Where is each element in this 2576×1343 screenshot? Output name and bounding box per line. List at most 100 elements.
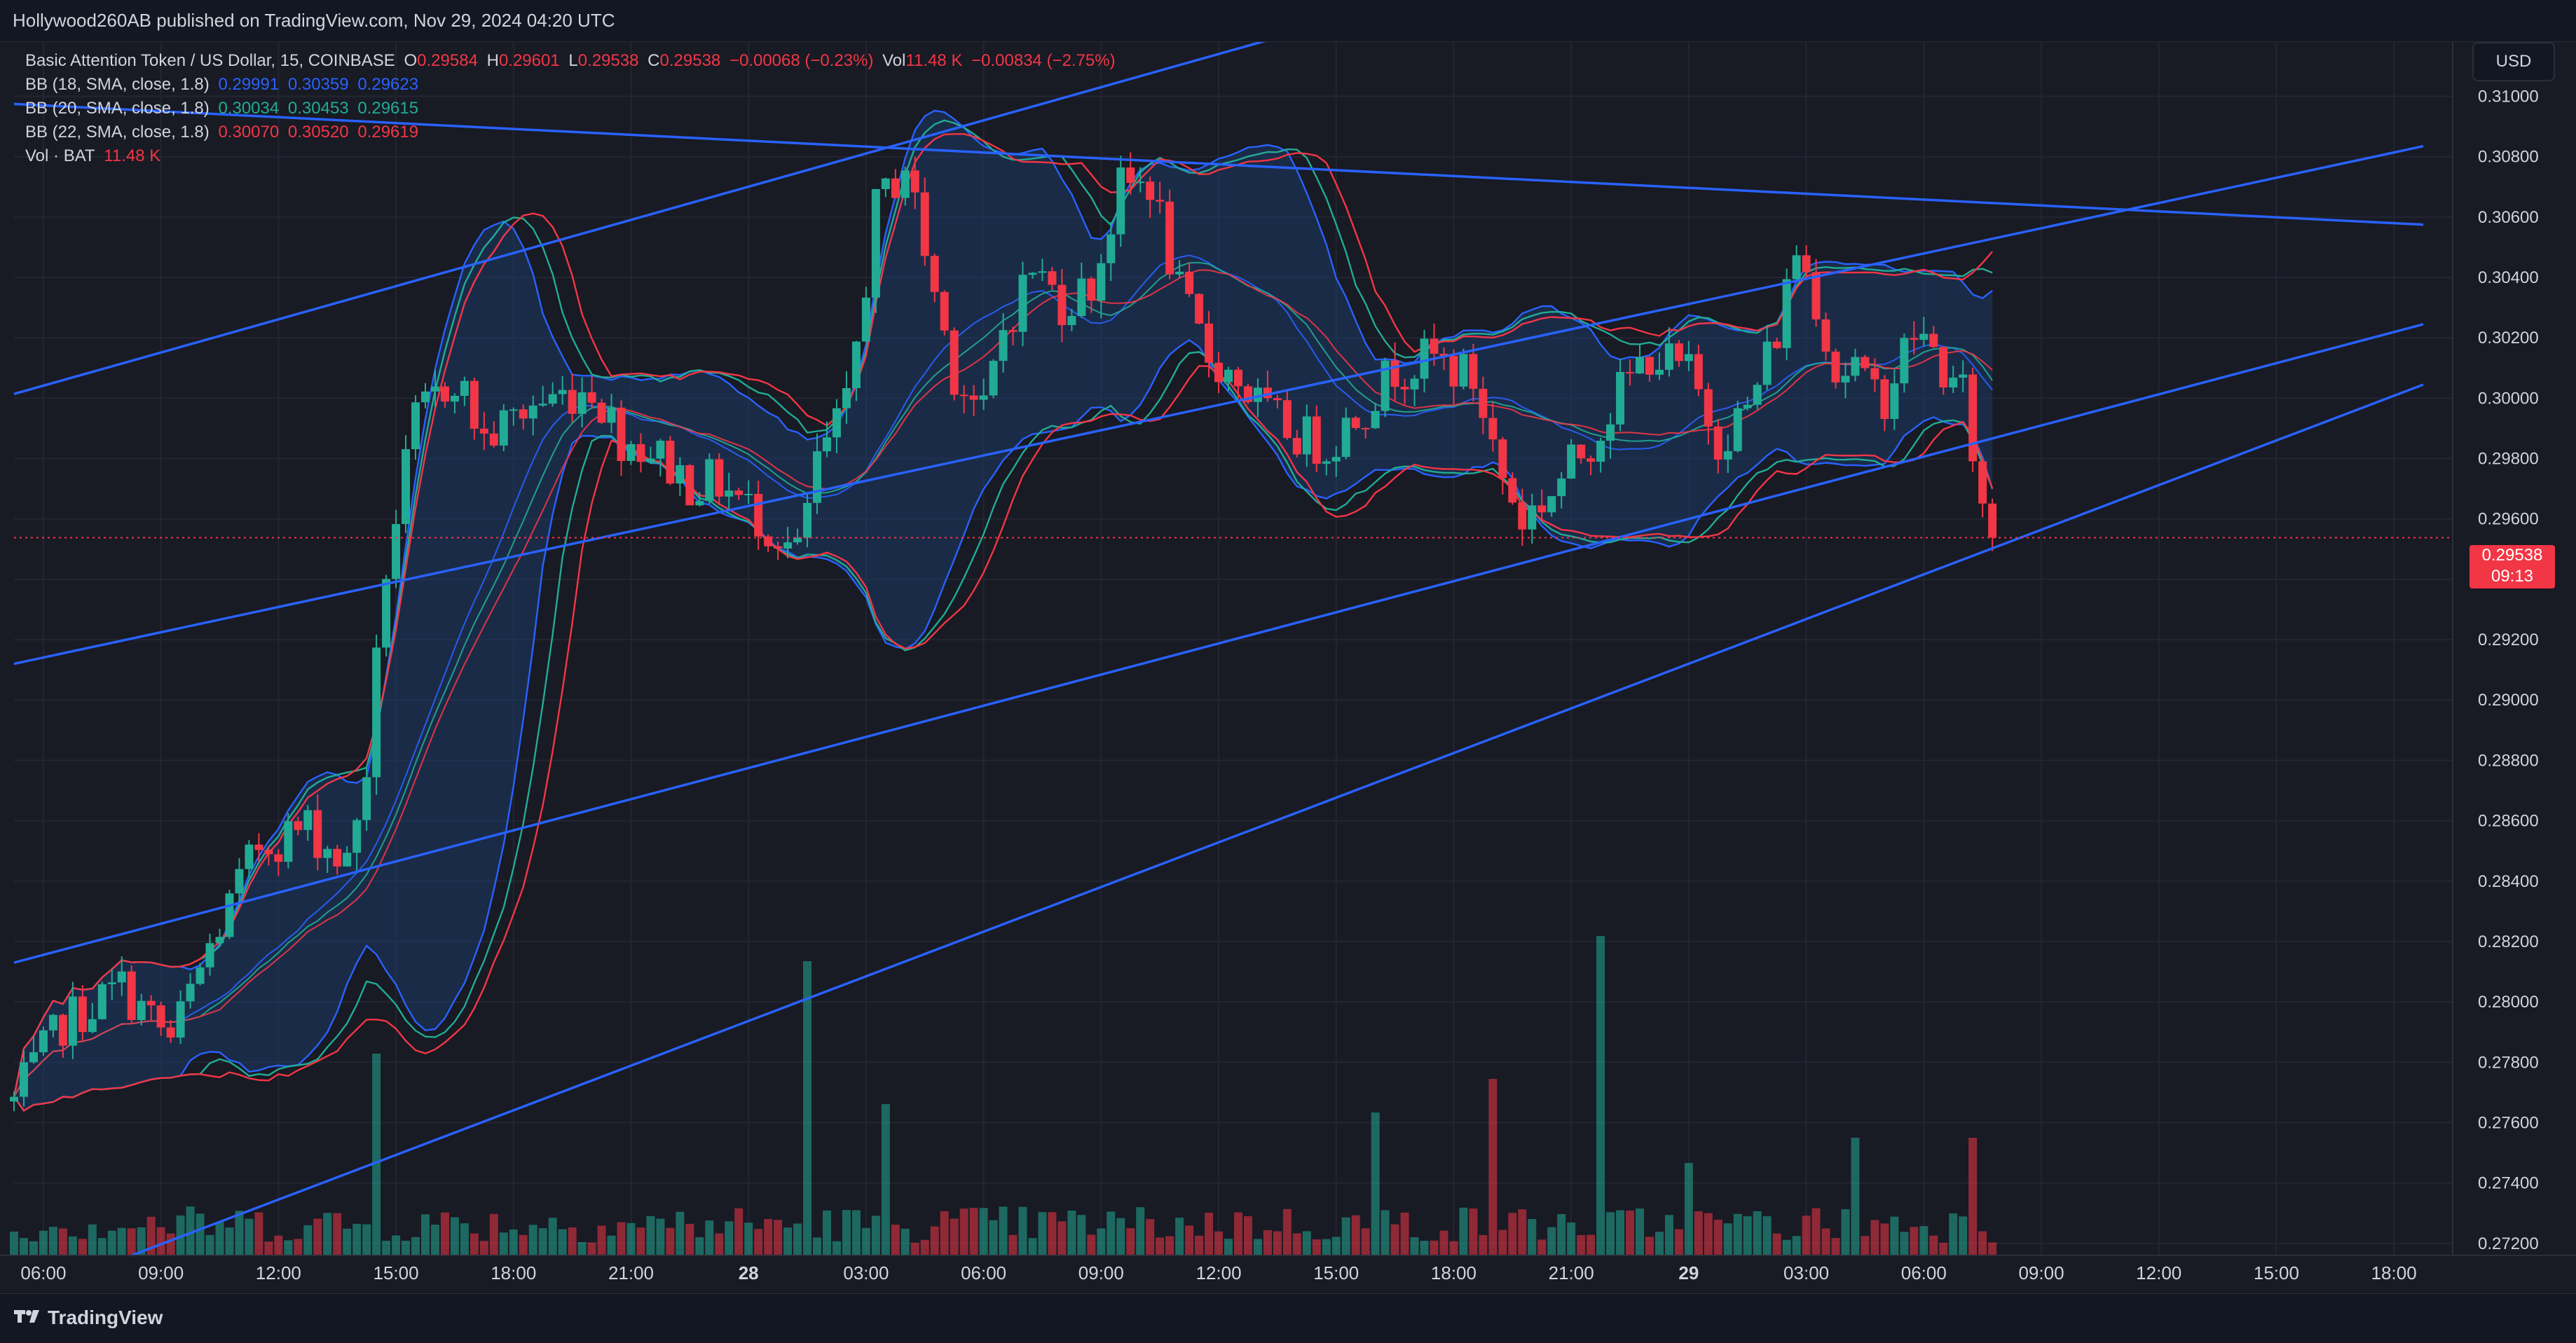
volume-bar	[39, 1230, 48, 1255]
candle-body	[1439, 353, 1448, 357]
volume-bar	[823, 1210, 831, 1255]
footer: TradingView	[0, 1293, 2576, 1343]
candle-body	[1205, 323, 1214, 363]
legend-bb2-row[interactable]: BB (20, SMA, close, 1.8) 0.30034 0.30453…	[25, 97, 1120, 120]
volume-bar	[1479, 1234, 1488, 1255]
legend-bb1-row[interactable]: BB (18, SMA, close, 1.8) 0.29991 0.30359…	[25, 73, 1120, 97]
volume-bar	[1537, 1239, 1547, 1255]
candle-body	[1048, 271, 1057, 285]
volume-bar	[127, 1228, 136, 1255]
candle-body	[1762, 341, 1772, 385]
volume-bar	[343, 1228, 352, 1255]
candle-body	[1302, 416, 1311, 455]
candle-body	[813, 451, 822, 503]
volume-bar	[666, 1227, 675, 1255]
volume-bar	[1439, 1230, 1448, 1255]
volume-bar	[725, 1221, 734, 1255]
volume-bar	[1390, 1224, 1399, 1255]
volume-bar	[479, 1241, 488, 1255]
candle-body	[420, 391, 430, 403]
legend-bb3-row[interactable]: BB (22, SMA, close, 1.8) 0.30070 0.30520…	[25, 120, 1120, 144]
volume-bar	[1616, 1210, 1625, 1255]
candle-body	[1028, 273, 1037, 275]
x-tick-label: 06:00	[1901, 1262, 1947, 1283]
current-price-value: 0.29538	[2481, 546, 2543, 565]
volume-bar	[156, 1227, 165, 1255]
volume-bar	[715, 1233, 724, 1255]
volume-bar	[137, 1227, 146, 1255]
bb1-basis: 0.29991	[218, 75, 280, 94]
volume-bar	[10, 1231, 18, 1255]
tradingview-logo[interactable]: TradingView	[14, 1307, 163, 1329]
volume-bar	[499, 1232, 508, 1255]
volume-bar	[294, 1239, 303, 1255]
publish-header: Hollywood260AB published on TradingView.…	[0, 0, 2576, 42]
candle-body	[1870, 368, 1879, 380]
volume-bar	[1606, 1212, 1615, 1255]
volume-bar	[254, 1212, 263, 1255]
candle-body	[1116, 167, 1125, 235]
candle-body	[499, 410, 508, 446]
volume-bar	[146, 1216, 156, 1255]
volume-bar	[176, 1215, 185, 1255]
y-tick-label: 0.28200	[2478, 932, 2539, 951]
candle-body	[1939, 347, 1948, 388]
trendline	[13, 144, 2424, 666]
legend-volume-row[interactable]: Vol · BAT 11.48 K	[25, 144, 1120, 168]
volume-bar	[1195, 1235, 1204, 1255]
volume-bar	[215, 1222, 224, 1255]
volume-bar	[900, 1228, 910, 1255]
volume-bar	[1381, 1210, 1390, 1255]
candle-body	[725, 490, 734, 497]
candle-body	[1018, 275, 1027, 332]
candle-body	[1057, 284, 1067, 326]
candle-body	[1400, 387, 1409, 390]
low-label: L	[568, 51, 578, 70]
bb-basis-line	[13, 254, 1993, 1098]
candle-body	[1077, 278, 1086, 317]
volume-bar	[284, 1240, 293, 1255]
volume-bar	[372, 1054, 381, 1255]
candle-body	[78, 996, 87, 1033]
candle-body	[1282, 400, 1292, 439]
candle-body	[959, 394, 968, 397]
candle-body	[705, 459, 714, 502]
candle-body	[68, 996, 77, 1046]
candle-body	[930, 256, 939, 292]
candle-body	[1214, 362, 1224, 383]
volume-bar	[548, 1218, 557, 1255]
y-tick-label: 0.29000	[2478, 691, 2539, 710]
candle-body	[1107, 234, 1116, 263]
currency-button[interactable]: USD	[2472, 42, 2555, 81]
bb1-lower: 0.29623	[357, 75, 419, 94]
volume-bar	[881, 1104, 890, 1255]
current-price-tag: 0.29538 09:13	[2469, 545, 2555, 588]
candle-body	[646, 458, 655, 462]
bar-countdown: 09:13	[2491, 567, 2534, 586]
bb-lower-line	[13, 338, 1994, 1112]
volume-bar	[950, 1218, 959, 1255]
symbol-title[interactable]: Basic Attention Token / US Dollar, 15, C…	[25, 51, 395, 70]
vol-value: 11.48 K	[905, 51, 963, 70]
x-tick-label: 09:00	[2018, 1262, 2064, 1283]
candle-body	[1988, 503, 1997, 538]
volume-bar	[1410, 1237, 1419, 1255]
bb1-upper: 0.30359	[287, 75, 349, 94]
volume-bar	[1302, 1231, 1311, 1255]
volume-bar	[1919, 1226, 1928, 1255]
volume-bar	[1292, 1233, 1301, 1255]
bb-lower-line	[13, 365, 1994, 1112]
volume-bar	[97, 1238, 107, 1255]
volume-bar	[538, 1228, 547, 1255]
volume-bar	[1224, 1239, 1233, 1255]
bb2-label: BB (20, SMA, close, 1.8)	[25, 99, 210, 118]
bb3-upper: 0.30520	[287, 123, 349, 142]
candle-body	[803, 502, 812, 538]
candle-body	[1361, 427, 1370, 429]
volume-bar	[1371, 1113, 1380, 1255]
candle-body	[1959, 374, 1968, 378]
volume-bar	[1841, 1208, 1850, 1255]
volume-bar	[1243, 1216, 1252, 1255]
